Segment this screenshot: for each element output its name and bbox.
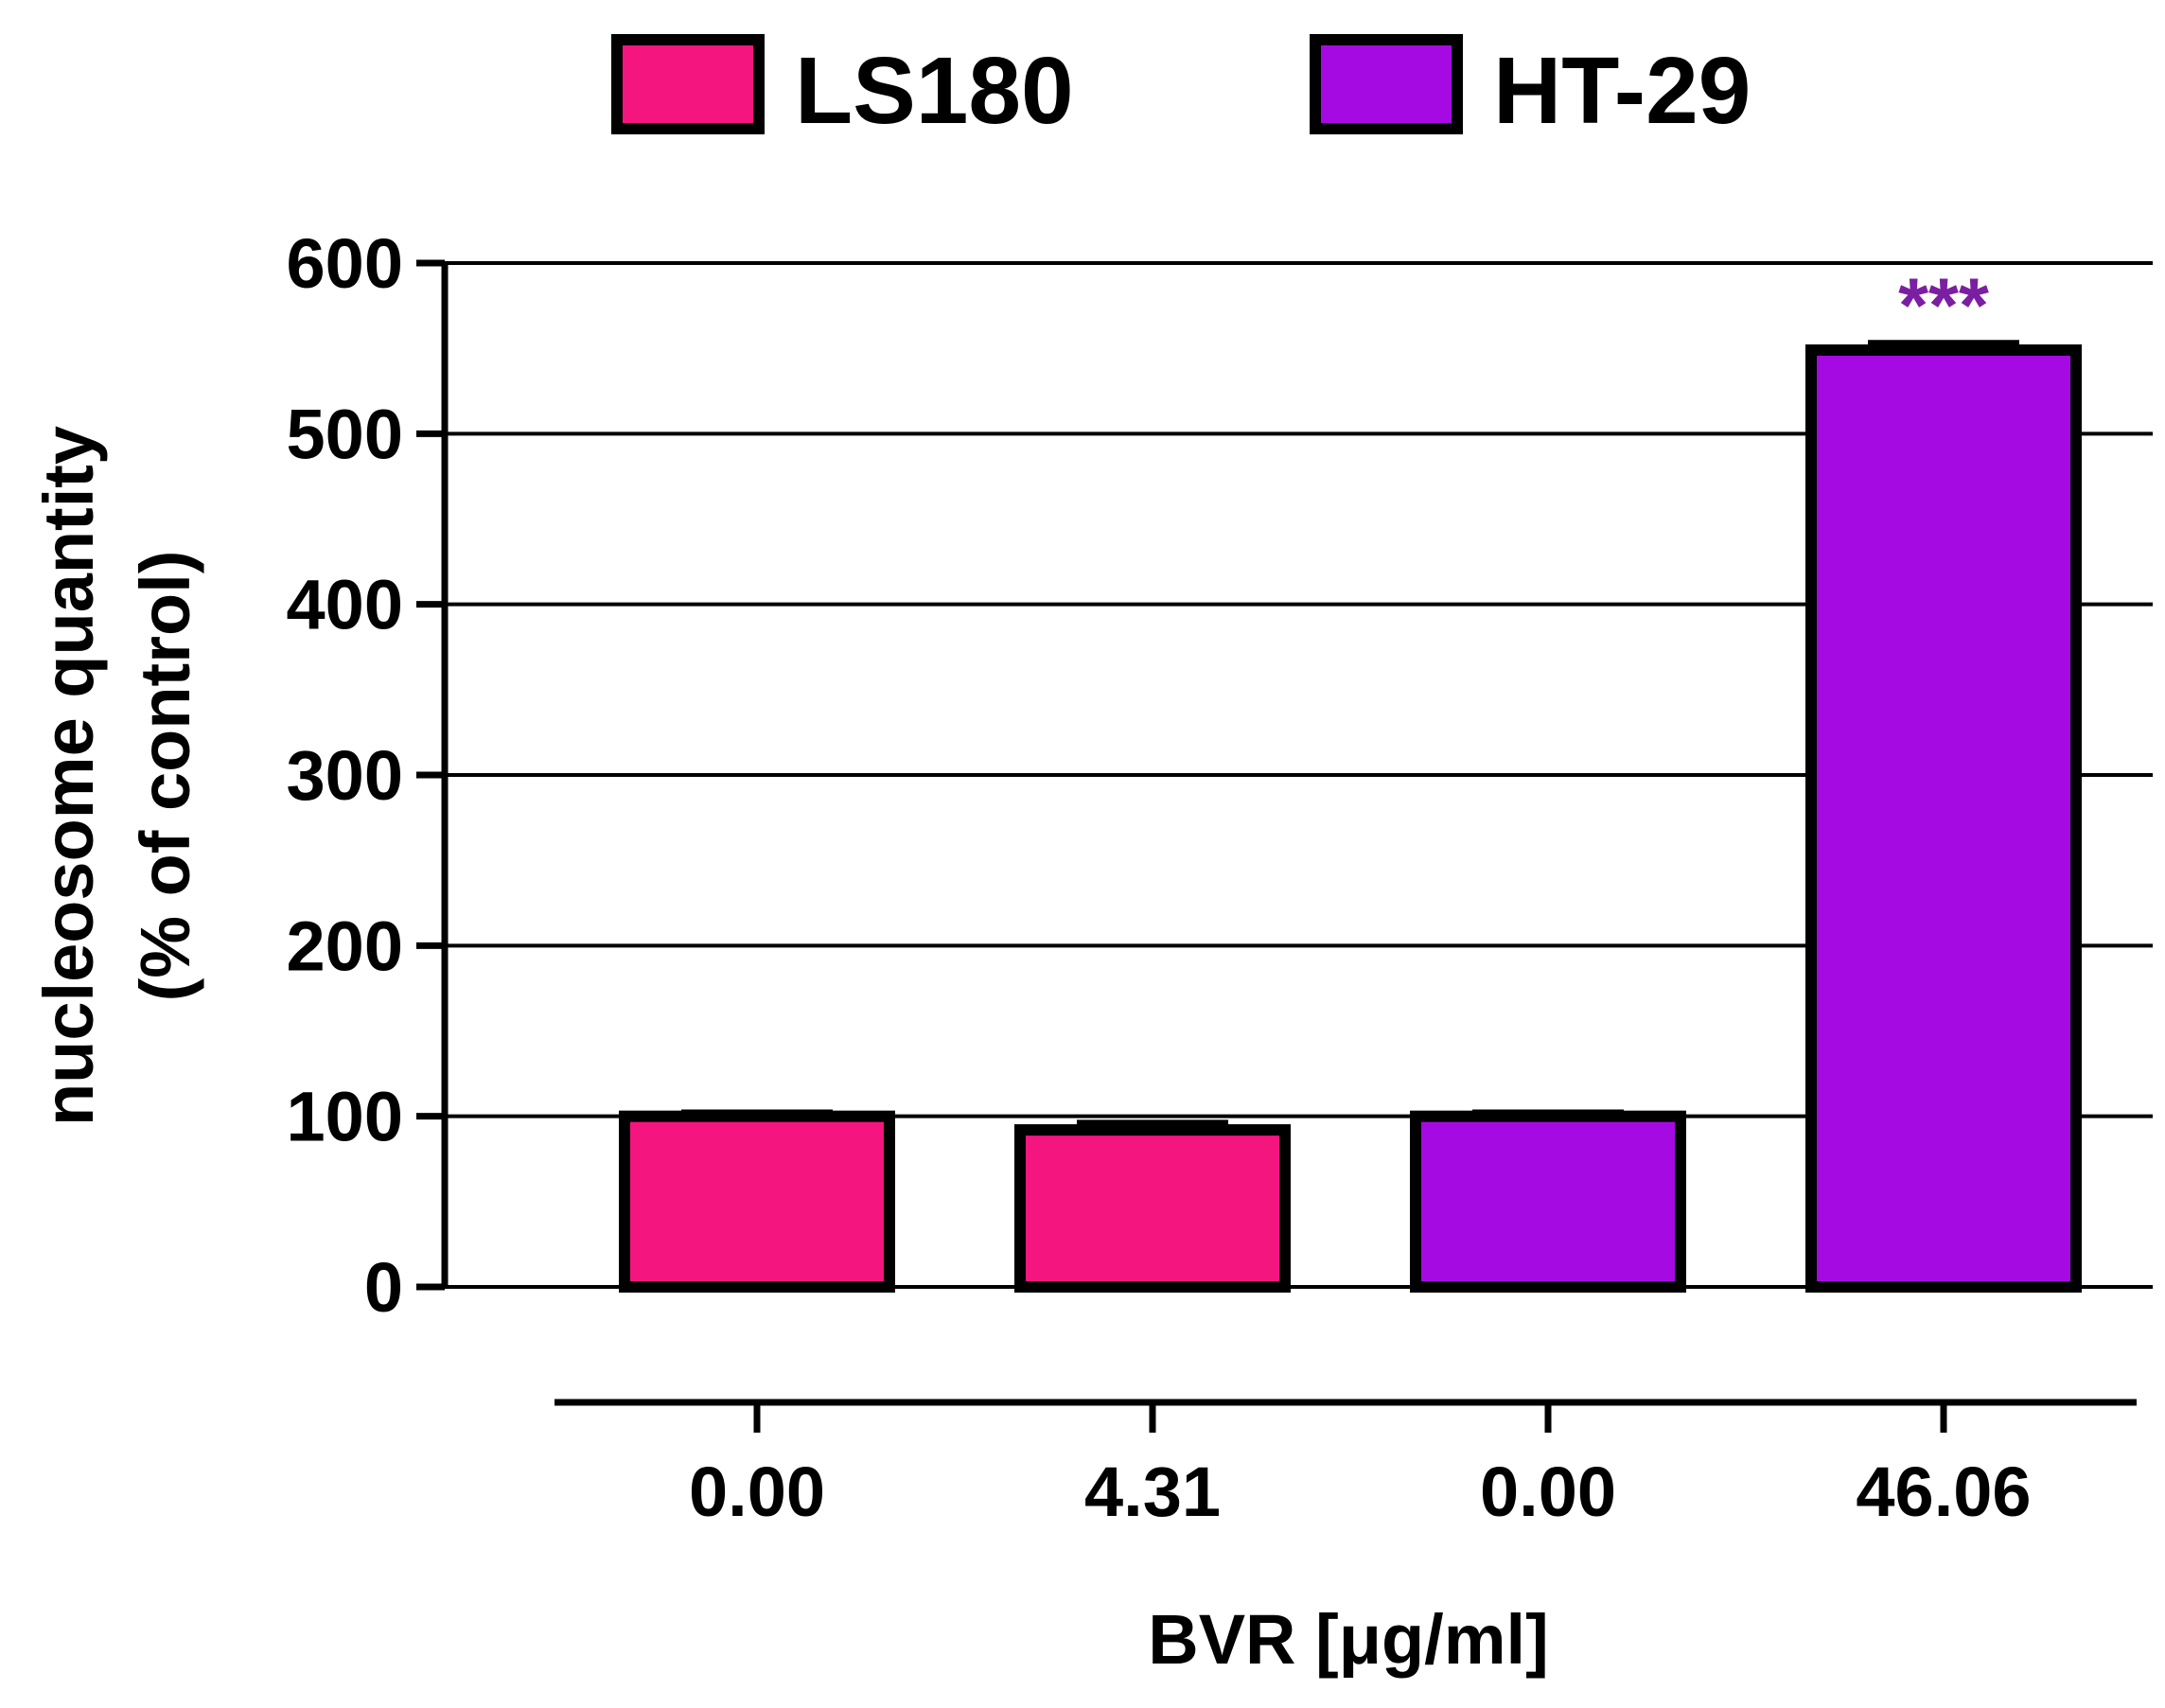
x-tick-label: 0.00 [1480, 1453, 1616, 1531]
y-tick-label: 200 [287, 907, 403, 985]
legend-swatch [611, 34, 765, 134]
legend-swatch [1310, 34, 1463, 134]
x-tick-label: 4.31 [1084, 1453, 1221, 1531]
significance-annotation: *** [1898, 263, 1989, 349]
legend-label: HT-29 [1493, 38, 1751, 144]
legend: LS180 HT-29 [611, 34, 1751, 144]
y-axis-label-line-1: nucleosome quantity [29, 426, 108, 1126]
bar [1805, 343, 2082, 1294]
y-tick-label: 0 [364, 1248, 403, 1327]
legend-label: LS180 [795, 38, 1074, 144]
x-tick-label: 46.06 [1856, 1453, 2031, 1531]
y-axis: 0 100 200 300 400 500 600 [287, 224, 449, 1327]
bars: *** [619, 263, 2082, 1294]
bar [619, 1110, 895, 1293]
x-axis-label: BVR [μg/ml] [1148, 1600, 1548, 1679]
y-tick-label: 300 [287, 736, 403, 815]
x-axis: 0.00 4.31 0.00 46.06 [554, 1399, 2137, 1531]
y-tick-label: 600 [287, 224, 403, 303]
x-tick-label: 0.00 [689, 1453, 825, 1531]
y-tick-label: 400 [287, 566, 403, 644]
bar [1014, 1124, 1291, 1294]
y-tick-label: 100 [287, 1078, 403, 1156]
y-axis-label-line-2: (% of control) [126, 551, 204, 1002]
y-tick-label: 500 [287, 395, 403, 473]
bar [1410, 1110, 1686, 1293]
